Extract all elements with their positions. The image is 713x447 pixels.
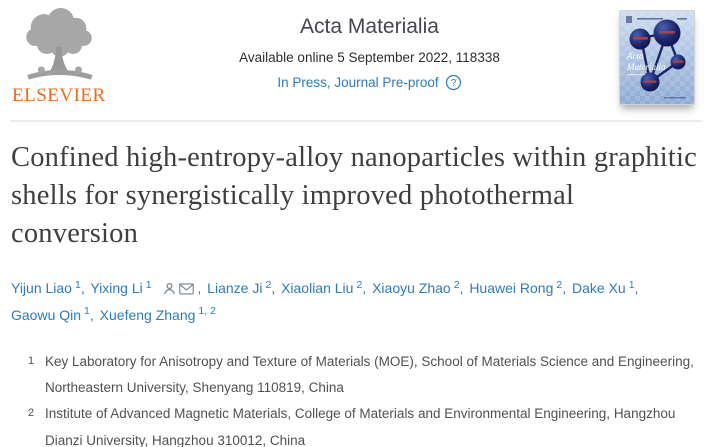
publisher-logo: ELSEVIER: [12, 8, 120, 107]
author-item: Xiaoyu Zhao 2,: [372, 278, 465, 297]
in-press-link[interactable]: In Press, Journal Pre-proof ?: [277, 74, 461, 91]
journal-title-link[interactable]: Acta Materialia: [300, 15, 439, 38]
author-affiliation-sup: 1, 2: [198, 305, 216, 318]
person-icon[interactable]: [163, 279, 176, 303]
author-separator: ,: [197, 280, 202, 297]
cover-title-line1: Acta: [626, 51, 644, 61]
journal-info: Acta Materialia Available online 5 Septe…: [120, 8, 619, 92]
author-item: Xuefeng Zhang 1, 2: [99, 305, 216, 323]
in-press-label[interactable]: In Press, Journal Pre-proof: [277, 75, 439, 90]
author-name[interactable]: Gaowu Qin: [11, 306, 82, 323]
author-link[interactable]: Huawei Rong 2: [469, 278, 563, 297]
author-name[interactable]: Yixing Li: [90, 280, 143, 297]
journal-cover-block: Acta Materialia: [619, 8, 701, 105]
article-title: Confined high-entropy-alloy nanoparticle…: [11, 142, 697, 249]
publisher-name: ELSEVIER: [12, 85, 106, 106]
affiliation-list: 1 Key Laboratory for Anisotropy and Text…: [11, 349, 699, 447]
elsevier-tree-icon: [12, 8, 120, 84]
author-icons: [156, 280, 198, 296]
journal-cover-thumbnail[interactable]: Acta Materialia: [619, 10, 701, 105]
author-separator: ,: [634, 280, 639, 297]
author-affiliation-sup: 1: [628, 278, 635, 291]
affiliation-text: Institute of Advanced Magnetic Materials…: [45, 406, 676, 447]
author-affiliation-sup: 2: [556, 278, 563, 291]
author-affiliation-sup: 1: [74, 278, 81, 291]
cover-title-line2: Materialia: [626, 62, 666, 72]
author-name[interactable]: Lianze Ji: [207, 280, 263, 297]
author-affiliation-sup: 2: [453, 278, 460, 291]
author-name[interactable]: Xuefeng Zhang: [99, 306, 196, 323]
author-link[interactable]: Yixing Li 1: [90, 278, 152, 297]
author-item: Dake Xu 1,: [572, 278, 640, 297]
availability-text: Available online 5 September 2022, 11833…: [239, 50, 500, 65]
author-affiliation-sup: 2: [265, 278, 272, 291]
author-name[interactable]: Yijun Liao: [11, 280, 72, 297]
author-link[interactable]: Gaowu Qin 1: [11, 305, 90, 323]
author-separator: ,: [459, 280, 464, 297]
affiliation-text: Key Laboratory for Anisotropy and Textur…: [45, 353, 694, 395]
affiliation-item: 1 Key Laboratory for Anisotropy and Text…: [11, 349, 699, 402]
question-circle-icon[interactable]: ?: [445, 74, 462, 91]
author-link[interactable]: Xuefeng Zhang 1, 2: [99, 305, 216, 323]
affiliation-number: 1: [28, 354, 35, 367]
author-affiliation-sup: 1: [145, 278, 152, 291]
author-affiliation-sup: 2: [356, 278, 363, 291]
author-link[interactable]: Lianze Ji 2: [207, 278, 272, 297]
author-name[interactable]: Dake Xu: [572, 280, 626, 297]
affiliation-item: 2 Institute of Advanced Magnetic Materia…: [11, 401, 699, 447]
author-link[interactable]: Xiaoyu Zhao 2: [372, 278, 460, 297]
author-affiliation-sup: 1: [84, 305, 90, 318]
author-link[interactable]: Yijun Liao 1: [11, 278, 81, 297]
author-item: Gaowu Qin 1,: [11, 305, 96, 323]
svg-text:?: ?: [450, 78, 456, 89]
journal-header: ELSEVIER Acta Materialia Available onlin…: [0, 0, 713, 107]
author-separator: ,: [562, 280, 567, 297]
author-item: Xiaolian Liu 2,: [281, 278, 368, 297]
author-name[interactable]: Xiaolian Liu: [281, 280, 354, 297]
author-link[interactable]: Dake Xu 1: [572, 278, 635, 297]
author-item: Yixing Li 1 ,: [90, 278, 203, 297]
author-separator: ,: [80, 280, 85, 297]
affiliation-number: 2: [28, 407, 35, 420]
author-item: Yijun Liao 1,: [11, 278, 87, 297]
author-item: Lianze Ji 2,: [207, 278, 277, 297]
envelope-icon[interactable]: [178, 279, 194, 303]
author-separator: ,: [271, 280, 276, 297]
author-link[interactable]: Xiaolian Liu 2: [281, 278, 363, 297]
author-name[interactable]: Xiaoyu Zhao: [372, 280, 451, 297]
author-separator: ,: [89, 306, 94, 323]
author-name[interactable]: Huawei Rong: [469, 280, 554, 297]
author-list: Yijun Liao 1, Yixing Li 1 , Lianze Ji 2, Xi…: [11, 277, 701, 328]
author-item: Huawei Rong 2,: [469, 278, 568, 297]
header-divider: [10, 120, 703, 122]
author-separator: ,: [362, 280, 367, 297]
